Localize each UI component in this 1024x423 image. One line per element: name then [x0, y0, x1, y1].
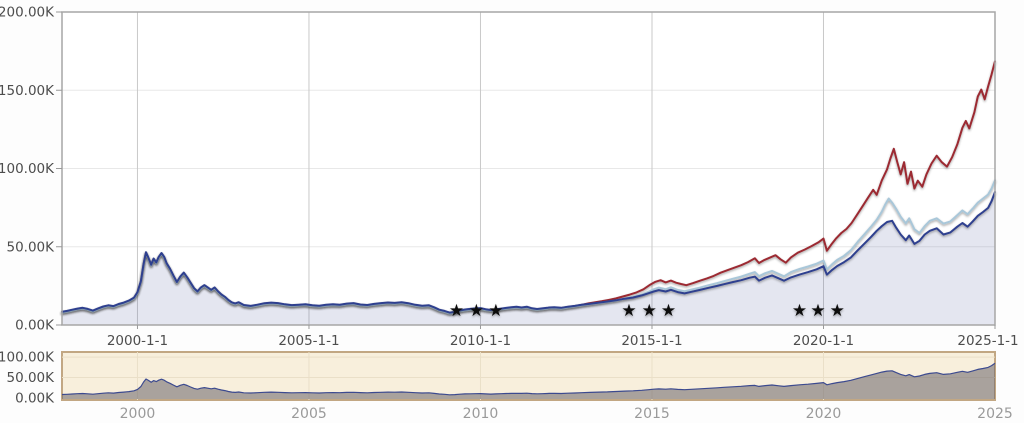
navigator-x-tick-label: 2015: [634, 406, 670, 422]
star-marker-icon: ★: [449, 301, 464, 321]
x-axis-tick-label: 2015-1-1: [621, 333, 682, 349]
navigator-range-selector[interactable]: [62, 352, 995, 400]
x-axis-tick-label: 2020-1-1: [793, 333, 854, 349]
navigator-y-tick-label: 50.00K: [6, 370, 55, 386]
navigator-x-tick-label: 2025: [977, 406, 1013, 422]
x-axis-tick-label: 2010-1-1: [450, 333, 511, 349]
star-marker-icon: ★: [830, 301, 845, 321]
y-axis-tick-label: 100.00K: [0, 161, 55, 177]
series-lines: [61, 60, 996, 315]
navigator-y-tick-label: 100.00K: [0, 350, 55, 366]
navigator-y-tick-label: 0.00K: [15, 391, 55, 407]
x-axis-tick-label: 2005-1-1: [278, 333, 339, 349]
star-marker-icon: ★: [661, 301, 676, 321]
star-marker-icon: ★: [621, 301, 636, 321]
y-axis-tick-label: 0.00K: [15, 318, 55, 334]
main-x-axis: 2000-1-1 2005-1-1 2010-1-1 2015-1-1 2020-1-1…: [107, 325, 1019, 349]
x-axis-tick-label: 2025-1-1: [957, 333, 1018, 349]
navigator-x-axis: 2000 2005 2010 2015 2020 2025: [120, 406, 1013, 422]
navigator-x-tick-label: 2010: [463, 406, 499, 422]
main-plot-hover-area[interactable]: [62, 12, 995, 325]
navigator-y-axis: 0.00K 50.00K 100.00K: [0, 350, 55, 407]
navigator-line: [61, 362, 996, 396]
event-star-markers: ★★★★★★★★★: [449, 301, 845, 321]
navigator-x-tick-label: 2005: [291, 406, 327, 422]
x-axis-tick-label: 2000-1-1: [107, 333, 168, 349]
y-axis-tick-label: 200.00K: [0, 5, 55, 21]
star-marker-icon: ★: [792, 301, 807, 321]
navigator-gridlines: [62, 352, 995, 400]
navigator-area-fill: [62, 363, 995, 399]
star-marker-icon: ★: [488, 301, 503, 321]
main-y-axis: 0.00K 50.00K 100.00K 150.00K 200.00K: [0, 5, 62, 334]
navy-series-line: [61, 191, 996, 314]
navy-series-area-fill: [62, 192, 995, 325]
y-axis-tick-label: 50.00K: [6, 239, 55, 255]
star-marker-icon: ★: [810, 301, 825, 321]
navigator-x-tick-label: 2000: [120, 406, 156, 422]
star-marker-icon: ★: [642, 301, 657, 321]
star-marker-icon: ★: [469, 301, 484, 321]
y-axis-tick-label: 150.00K: [0, 83, 55, 99]
navigator-x-tick-label: 2020: [806, 406, 842, 422]
